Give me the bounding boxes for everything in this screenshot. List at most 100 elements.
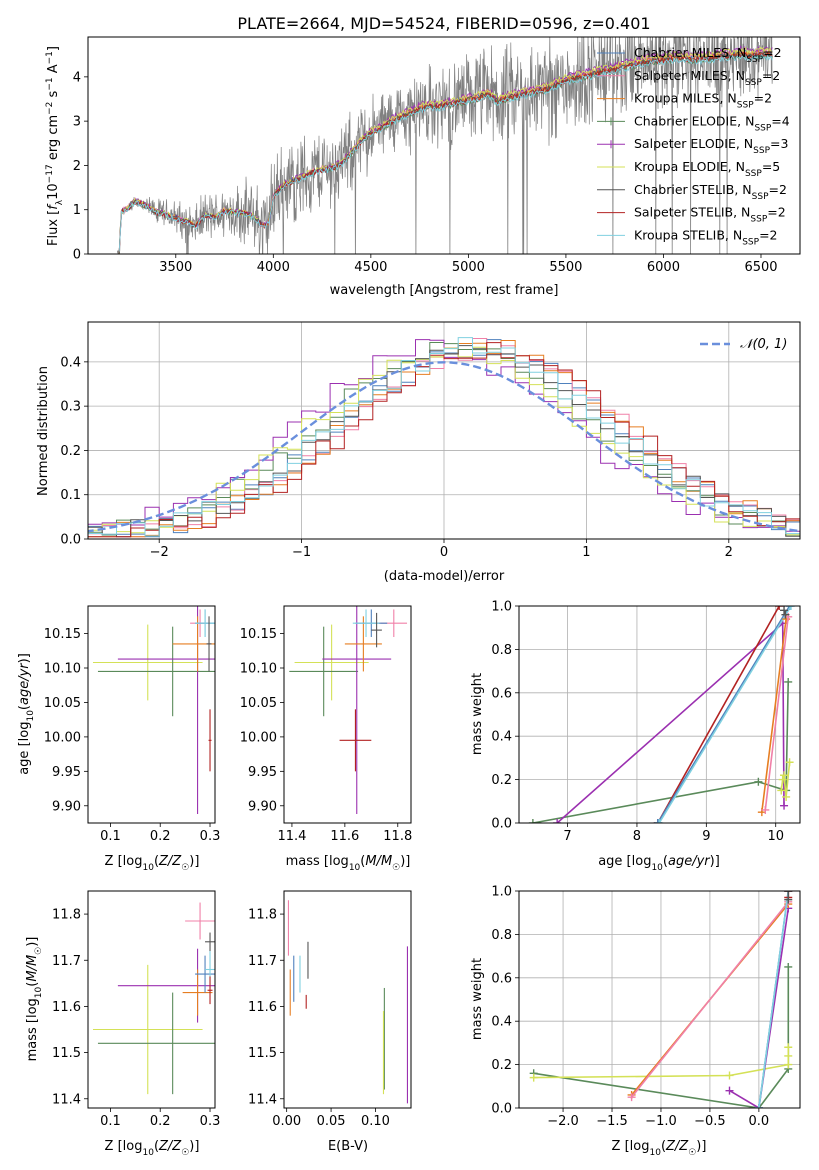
y-tick-label: 0.4 <box>491 730 512 745</box>
x-tick-label: −2 <box>150 545 169 560</box>
errorbar-kroupa-elodie <box>92 624 203 701</box>
plot-area <box>529 891 793 1108</box>
legend-label: Salpeter STELIB, NSSP=2 <box>634 205 786 225</box>
x-tick-label: 7 <box>563 829 571 844</box>
hist-step-salpeter-stelib <box>88 342 800 538</box>
x-tick-label: 3500 <box>159 260 192 275</box>
weight-line <box>761 618 787 813</box>
errorbar-chabrier-miles <box>195 955 215 993</box>
errorbar-chabrier-elodie <box>97 992 215 1095</box>
y-tick-label: 10.00 <box>44 730 81 745</box>
weight-point <box>627 1093 636 1102</box>
y-tick-label: 0.6 <box>491 971 512 986</box>
x-tick-label: 6000 <box>647 260 680 275</box>
errorbar-salpeter-elodie <box>322 606 392 815</box>
x-tick-label: 0.0 <box>749 1114 770 1129</box>
y-tick-label: 10.05 <box>44 696 81 711</box>
x-tick-label: 0.05 <box>317 1114 346 1129</box>
y-tick-label: 1 <box>73 203 81 218</box>
x-tick-label: 10 <box>767 829 784 844</box>
weight-point <box>784 1060 793 1069</box>
x-tick-label: 0.2 <box>150 829 171 844</box>
y-tick-label: 0.2 <box>491 773 512 788</box>
weight-series-kroupa-elodie <box>529 1043 793 1082</box>
figure-title: PLATE=2664, MJD=54524, FIBERID=0596, z=0… <box>237 14 650 33</box>
x-tick-label: 11.4 <box>277 829 306 844</box>
errorbar-chabrier-elodie <box>97 626 215 717</box>
weight-line <box>533 967 790 1108</box>
weight-point <box>761 805 770 814</box>
weight-series-kroupa-elodie <box>777 758 794 801</box>
y-tick-label: 0.2 <box>60 444 81 459</box>
x-tick-label: 0.2 <box>150 1114 171 1129</box>
weight-series-chabrier-stelib <box>784 891 793 904</box>
weight-point <box>777 786 786 795</box>
y-tick-label: 11.5 <box>248 1046 277 1061</box>
errorbar-salpeter-stelib <box>208 709 212 772</box>
y-tick-label: 3 <box>73 115 81 130</box>
legend-label: Kroupa ELODIE, NSSP=5 <box>634 159 780 179</box>
axes-frame <box>87 36 801 255</box>
errorbar-chabrier-stelib <box>371 612 382 648</box>
weight-line <box>556 621 785 823</box>
x-tick-label: 11.8 <box>383 829 412 844</box>
weight-point <box>784 962 793 971</box>
residuals-panel: −2 −1 0 1 2 0.0 0.1 0.2 0.3 0.4 𝒩(0, 1) (data-model… <box>36 321 801 584</box>
y-tick-label: 11.4 <box>52 1092 81 1107</box>
x-tick-label: 1 <box>582 545 590 560</box>
weight-point <box>784 1051 793 1060</box>
weight-point <box>785 758 794 767</box>
x-tick-label: −0.5 <box>694 1114 726 1129</box>
y-tick-label: 10.15 <box>240 627 277 642</box>
plot-area <box>88 337 800 538</box>
axes-frame <box>283 605 412 824</box>
errorbar-salpeter-miles <box>185 902 215 940</box>
errorbar-kroupa-stelib <box>352 609 380 637</box>
errorbar-kroupa-stelib <box>195 609 215 637</box>
weight-point <box>653 819 662 823</box>
plot-area <box>287 900 408 1104</box>
y-tick-label: 0.6 <box>491 686 512 701</box>
y-axis-label: age [log10(age/yr)] <box>17 653 36 775</box>
x-tick-label: 4500 <box>354 260 387 275</box>
errorbar-chabrier-stelib <box>206 616 212 672</box>
y-tick-label: 4 <box>73 70 81 85</box>
weight-line <box>764 616 789 811</box>
x-tick-label: −1 <box>292 545 311 560</box>
weight-series-chabrier-elodie <box>528 677 793 823</box>
model-line-kroupa-stelib <box>118 53 773 252</box>
errorbar-kroupa-elodie <box>92 964 203 1095</box>
x-axis-label: wavelength [Angstrom, rest frame] <box>330 283 559 298</box>
weight-point <box>780 801 789 810</box>
y-tick-label: 2 <box>73 159 81 174</box>
weight-point <box>782 792 791 801</box>
x-tick-label: 0.3 <box>200 829 221 844</box>
y-tick-label: 9.90 <box>52 799 81 814</box>
age-vs-metallicity-panel: 0.1 0.2 0.3 9.90 9.95 10.00 10.05 10.10 10.15 Z [… <box>17 605 221 873</box>
gaussian-curve <box>88 361 800 533</box>
y-axis-label: mass weight <box>470 673 485 755</box>
errorbar-kroupa-elodie <box>294 624 369 701</box>
y-tick-label: 10.00 <box>240 730 277 745</box>
legend-label: Chabrier ELODIE, NSSP=4 <box>634 113 790 133</box>
x-tick-label: 9 <box>702 829 710 844</box>
weight-point <box>786 606 795 610</box>
weight-point <box>553 819 562 823</box>
axes-frame <box>87 605 216 824</box>
x-tick-label: 6500 <box>744 260 777 275</box>
errorbar-kroupa-miles <box>172 616 215 672</box>
mass-vs-ebv-panel: 0.00 0.05 0.10 11.4 11.5 11.6 11.7 11.8 E(B-V) <box>248 890 412 1154</box>
legend-label: Chabrier MILES, NSSP=2 <box>634 45 782 65</box>
weight-point <box>784 677 793 686</box>
y-tick-label: 10.10 <box>44 662 81 677</box>
weight-point <box>778 775 787 784</box>
errorbar-kroupa-miles <box>182 969 213 1016</box>
y-tick-label: 11.6 <box>52 1000 81 1015</box>
x-axis-label: Z [log10(Z/Z☉)] <box>105 854 200 873</box>
weight-vs-age-panel: 7 8 9 10 0.0 0.2 0.4 0.6 0.8 1.0 age [log10(age/yr… <box>470 600 801 873</box>
weight-vs-metallicity-panel: −2.0 −1.5 −1.0 −0.5 0.0 0.0 0.2 0.4 0.6 0.8 1.0 Z [… <box>470 885 801 1158</box>
y-tick-label: 11.7 <box>52 954 81 969</box>
y-tick-label: 10.10 <box>240 662 277 677</box>
plot-area <box>528 606 795 823</box>
x-tick-label: 0.10 <box>361 1114 390 1129</box>
